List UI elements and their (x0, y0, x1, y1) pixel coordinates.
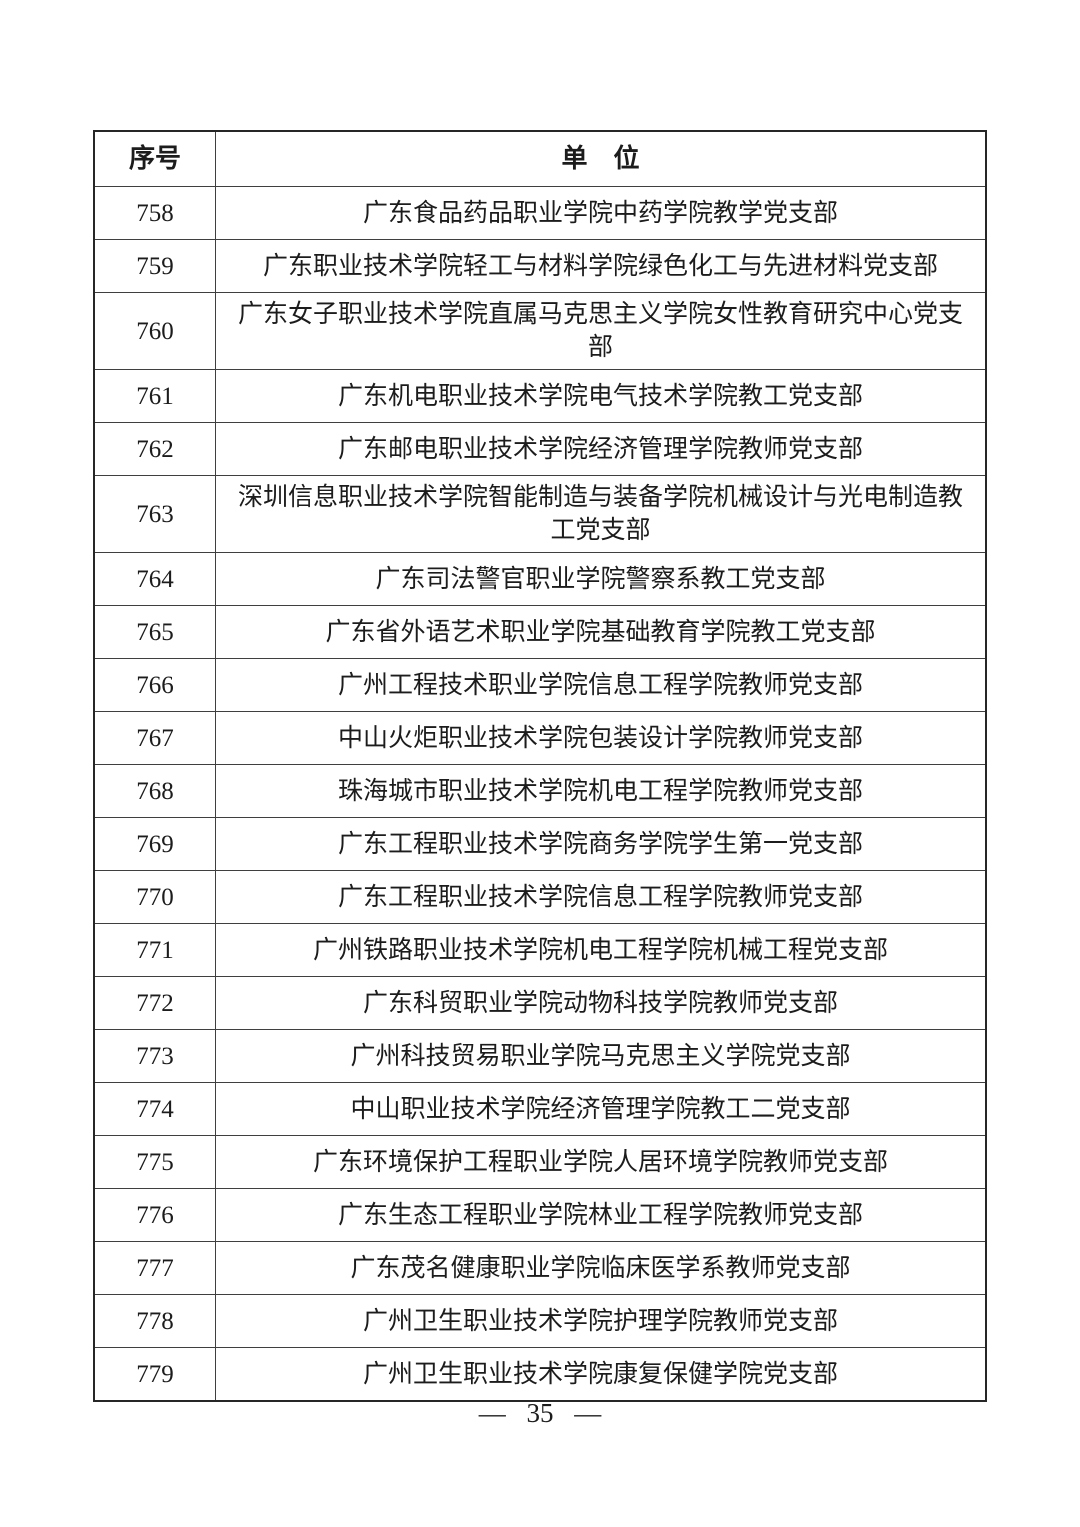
table-row: 761 广东机电职业技术学院电气技术学院教工党支部 (93, 369, 987, 423)
table-row: 772 广东科贸职业学院动物科技学院教师党支部 (93, 976, 987, 1030)
header-unit: 单 位 (215, 130, 987, 187)
table-row: 778 广州卫生职业技术学院护理学院教师党支部 (93, 1294, 987, 1348)
table-row: 764 广东司法警官职业学院警察系教工党支部 (93, 552, 987, 606)
table-row: 760 广东女子职业技术学院直属马克思主义学院女性教育研究中心党支部 (93, 292, 987, 370)
unit-cell: 广东机电职业技术学院电气技术学院教工党支部 (215, 369, 987, 423)
table-row: 758 广东食品药品职业学院中药学院教学党支部 (93, 186, 987, 240)
unit-cell: 广东科贸职业学院动物科技学院教师党支部 (215, 976, 987, 1030)
table-row: 774 中山职业技术学院经济管理学院教工二党支部 (93, 1082, 987, 1136)
serial-number-cell: 760 (93, 292, 216, 370)
serial-number-cell: 777 (93, 1241, 216, 1295)
unit-cell: 广东邮电职业技术学院经济管理学院教师党支部 (215, 422, 987, 476)
table-row: 769 广东工程职业技术学院商务学院学生第一党支部 (93, 817, 987, 871)
unit-cell: 广东环境保护工程职业学院人居环境学院教师党支部 (215, 1135, 987, 1189)
unit-cell: 广州卫生职业技术学院康复保健学院党支部 (215, 1347, 987, 1402)
unit-cell: 广东茂名健康职业学院临床医学系教师党支部 (215, 1241, 987, 1295)
unit-cell: 中山火炬职业技术学院包装设计学院教师党支部 (215, 711, 987, 765)
unit-cell: 深圳信息职业技术学院智能制造与装备学院机械设计与光电制造教工党支部 (215, 475, 987, 553)
unit-cell: 广东食品药品职业学院中药学院教学党支部 (215, 186, 987, 240)
table-row: 773 广州科技贸易职业学院马克思主义学院党支部 (93, 1029, 987, 1083)
unit-cell: 广东职业技术学院轻工与材料学院绿色化工与先进材料党支部 (215, 239, 987, 293)
unit-cell: 广东司法警官职业学院警察系教工党支部 (215, 552, 987, 606)
table-row: 767 中山火炬职业技术学院包装设计学院教师党支部 (93, 711, 987, 765)
serial-number-cell: 772 (93, 976, 216, 1030)
serial-number-cell: 774 (93, 1082, 216, 1136)
table-row: 768 珠海城市职业技术学院机电工程学院教师党支部 (93, 764, 987, 818)
header-serial-number: 序号 (93, 130, 216, 187)
serial-number-cell: 779 (93, 1347, 216, 1402)
serial-number-cell: 759 (93, 239, 216, 293)
serial-number-cell: 770 (93, 870, 216, 924)
serial-number-cell: 767 (93, 711, 216, 765)
page-number: — 35 — (478, 1398, 602, 1428)
table-row: 765 广东省外语艺术职业学院基础教育学院教工党支部 (93, 605, 987, 659)
serial-number-cell: 775 (93, 1135, 216, 1189)
table-row: 776 广东生态工程职业学院林业工程学院教师党支部 (93, 1188, 987, 1242)
serial-number-cell: 764 (93, 552, 216, 606)
unit-cell: 广东省外语艺术职业学院基础教育学院教工党支部 (215, 605, 987, 659)
serial-number-cell: 762 (93, 422, 216, 476)
serial-number-cell: 768 (93, 764, 216, 818)
table-row: 775 广东环境保护工程职业学院人居环境学院教师党支部 (93, 1135, 987, 1189)
table-row: 779 广州卫生职业技术学院康复保健学院党支部 (93, 1347, 987, 1402)
serial-number-cell: 773 (93, 1029, 216, 1083)
table-row: 762 广东邮电职业技术学院经济管理学院教师党支部 (93, 422, 987, 476)
serial-number-cell: 765 (93, 605, 216, 659)
table-row: 777 广东茂名健康职业学院临床医学系教师党支部 (93, 1241, 987, 1295)
unit-cell: 广州工程技术职业学院信息工程学院教师党支部 (215, 658, 987, 712)
table-row: 771 广州铁路职业技术学院机电工程学院机械工程党支部 (93, 923, 987, 977)
unit-cell: 广东生态工程职业学院林业工程学院教师党支部 (215, 1188, 987, 1242)
table-row: 770 广东工程职业技术学院信息工程学院教师党支部 (93, 870, 987, 924)
table-row: 759 广东职业技术学院轻工与材料学院绿色化工与先进材料党支部 (93, 239, 987, 293)
unit-cell: 广州铁路职业技术学院机电工程学院机械工程党支部 (215, 923, 987, 977)
unit-cell: 广州卫生职业技术学院护理学院教师党支部 (215, 1294, 987, 1348)
serial-number-cell: 771 (93, 923, 216, 977)
unit-cell: 中山职业技术学院经济管理学院教工二党支部 (215, 1082, 987, 1136)
serial-number-cell: 769 (93, 817, 216, 871)
unit-cell: 广东工程职业技术学院信息工程学院教师党支部 (215, 870, 987, 924)
unit-table: 序号 单 位 758 广东食品药品职业学院中药学院教学党支部 759 广东职业技术学院… (93, 130, 987, 1402)
serial-number-cell: 758 (93, 186, 216, 240)
serial-number-cell: 761 (93, 369, 216, 423)
unit-cell: 广东女子职业技术学院直属马克思主义学院女性教育研究中心党支部 (215, 292, 987, 370)
table-header-row: 序号 单 位 (93, 130, 987, 187)
serial-number-cell: 766 (93, 658, 216, 712)
serial-number-cell: 778 (93, 1294, 216, 1348)
unit-cell: 广东工程职业技术学院商务学院学生第一党支部 (215, 817, 987, 871)
unit-cell: 广州科技贸易职业学院马克思主义学院党支部 (215, 1029, 987, 1083)
serial-number-cell: 776 (93, 1188, 216, 1242)
unit-cell: 珠海城市职业技术学院机电工程学院教师党支部 (215, 764, 987, 818)
table-row: 763 深圳信息职业技术学院智能制造与装备学院机械设计与光电制造教工党支部 (93, 475, 987, 553)
table-row: 766 广州工程技术职业学院信息工程学院教师党支部 (93, 658, 987, 712)
serial-number-cell: 763 (93, 475, 216, 553)
